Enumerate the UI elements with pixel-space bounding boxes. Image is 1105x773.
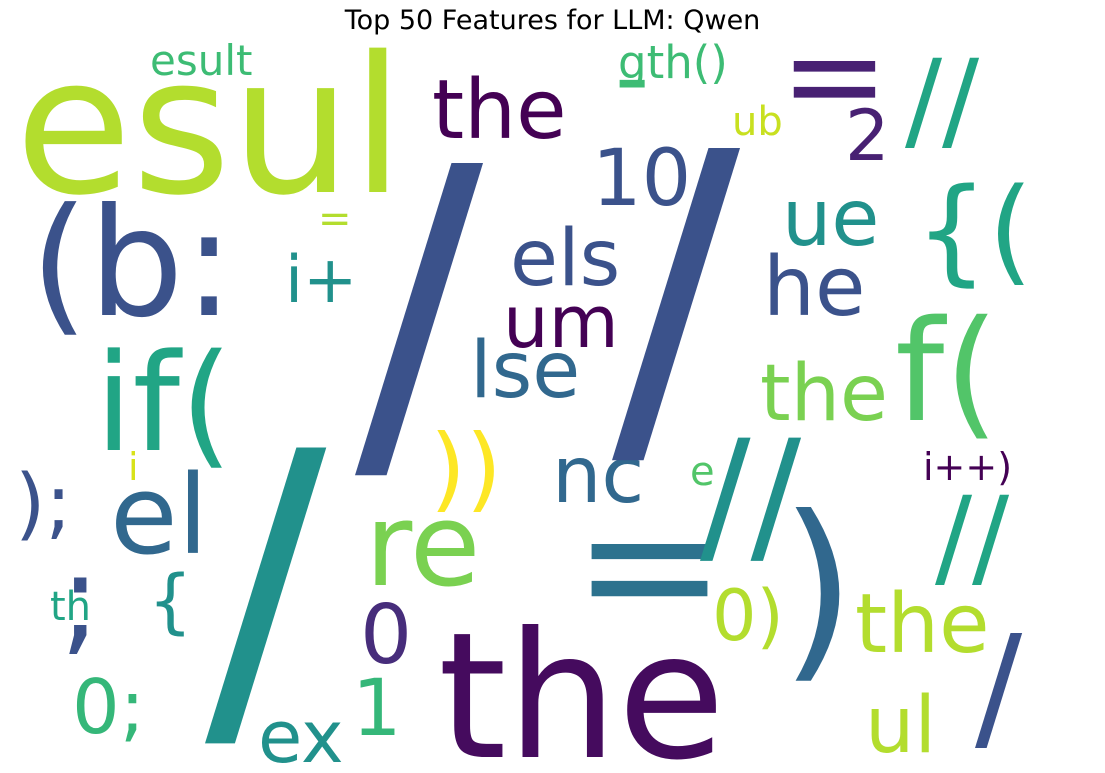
word-21: )) — [430, 415, 502, 522]
word-24: i+ — [285, 243, 358, 318]
word-40: / — [205, 376, 329, 773]
word-18: 0; — [72, 663, 145, 751]
word-19: ex — [258, 695, 344, 773]
word-23: 0 — [360, 588, 412, 683]
word-47: ) — [780, 474, 856, 701]
word-33: i — [128, 445, 139, 489]
word-34: = — [318, 196, 352, 242]
word-41: = — [572, 456, 727, 672]
word-1: esul — [15, 16, 404, 237]
word-26: 1 — [352, 664, 402, 754]
word-39: / — [612, 72, 743, 515]
word-27: esult — [150, 36, 252, 85]
word-6: el — [110, 451, 208, 579]
word-22: 0) — [712, 575, 784, 657]
word-36: ; — [60, 530, 100, 669]
word-29: i++) — [923, 445, 1012, 489]
word-15: lse — [470, 326, 580, 416]
word-38: / — [355, 87, 486, 530]
word-13: ue — [782, 174, 879, 264]
word-48: / — [975, 606, 1023, 769]
word-28: gth() — [618, 36, 728, 89]
word-43: - — [615, 23, 649, 133]
word-12: els — [510, 214, 620, 304]
word-5: re — [365, 479, 481, 613]
word-32: e — [690, 449, 715, 495]
word-37: { — [148, 560, 193, 642]
word-44: // — [905, 36, 980, 164]
word-16: nc — [552, 431, 644, 521]
word-11: he — [763, 240, 865, 335]
word-46: // — [935, 473, 1010, 601]
word-42: = — [780, 0, 889, 151]
word-30: ub — [732, 99, 783, 145]
word-2: (b: — [30, 177, 234, 351]
word-9: the — [855, 577, 990, 672]
word-25: 2 — [845, 95, 890, 177]
word-10: the — [760, 349, 888, 439]
word-4: f( — [895, 291, 999, 454]
word-31: th — [50, 584, 91, 630]
word-35: ); — [15, 459, 72, 549]
word-7: {( — [915, 164, 1033, 298]
chart-title: Top 50 Features for LLM: Qwen — [344, 5, 761, 36]
word-0: the — [438, 596, 725, 773]
word-45: // — [700, 409, 802, 583]
word-17: ul — [865, 681, 936, 771]
word-20: 10 — [592, 134, 691, 224]
word-3: if( — [95, 325, 233, 482]
word-14: um — [503, 280, 619, 364]
word-8: the — [432, 63, 567, 158]
